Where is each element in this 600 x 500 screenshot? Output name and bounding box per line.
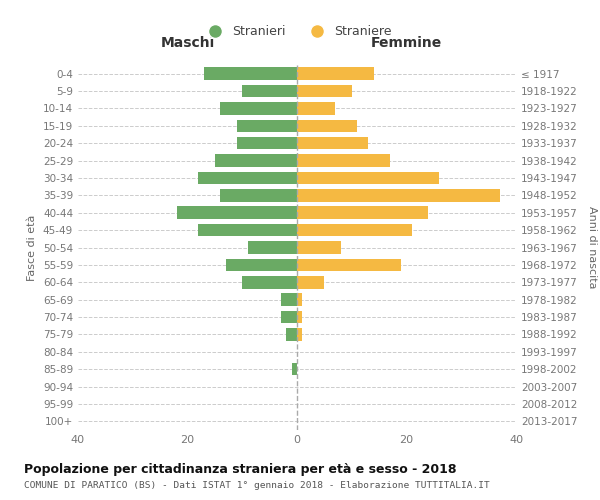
Bar	[297, 241, 341, 254]
Bar	[297, 224, 412, 236]
Bar	[199, 224, 297, 236]
Text: COMUNE DI PARATICO (BS) - Dati ISTAT 1° gennaio 2018 - Elaborazione TUTTITALIA.I: COMUNE DI PARATICO (BS) - Dati ISTAT 1° …	[24, 481, 490, 490]
Bar	[297, 258, 401, 271]
Text: Popolazione per cittadinanza straniera per età e sesso - 2018: Popolazione per cittadinanza straniera p…	[24, 462, 457, 475]
Bar	[297, 189, 500, 202]
Y-axis label: Fasce di età: Fasce di età	[28, 214, 37, 280]
Bar	[297, 85, 352, 98]
Bar	[297, 328, 302, 340]
Bar	[297, 172, 439, 184]
Text: Femmine: Femmine	[371, 36, 442, 51]
Bar	[215, 154, 297, 167]
Bar	[297, 154, 390, 167]
Bar	[297, 120, 357, 132]
Bar	[226, 258, 297, 271]
Bar	[297, 311, 302, 324]
Bar	[242, 85, 297, 98]
Bar	[237, 120, 297, 132]
Bar	[176, 206, 297, 219]
Bar	[292, 363, 297, 376]
Bar	[281, 311, 297, 324]
Bar	[204, 68, 297, 80]
Bar	[242, 276, 297, 288]
Bar	[199, 172, 297, 184]
Bar	[297, 294, 302, 306]
Bar	[297, 206, 428, 219]
Y-axis label: Anni di nascita: Anni di nascita	[587, 206, 597, 289]
Bar	[220, 189, 297, 202]
Bar	[297, 68, 374, 80]
Bar	[237, 137, 297, 149]
Bar	[220, 102, 297, 115]
Bar	[281, 294, 297, 306]
Bar	[297, 102, 335, 115]
Text: Maschi: Maschi	[160, 36, 215, 51]
Bar	[286, 328, 297, 340]
Legend: Stranieri, Straniere: Stranieri, Straniere	[197, 20, 397, 43]
Bar	[297, 137, 368, 149]
Bar	[297, 276, 325, 288]
Bar	[248, 241, 297, 254]
